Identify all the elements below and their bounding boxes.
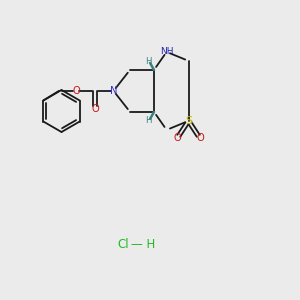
Text: O: O — [72, 86, 80, 96]
Text: O: O — [91, 104, 99, 115]
Text: Cl: Cl — [118, 238, 129, 251]
Text: S: S — [185, 116, 192, 126]
Text: NH: NH — [160, 47, 173, 56]
Text: O: O — [173, 133, 181, 143]
Text: H: H — [146, 116, 152, 125]
Text: H: H — [146, 57, 152, 66]
Text: — H: — H — [131, 238, 155, 251]
Text: O: O — [196, 133, 204, 143]
Text: N: N — [110, 86, 117, 96]
